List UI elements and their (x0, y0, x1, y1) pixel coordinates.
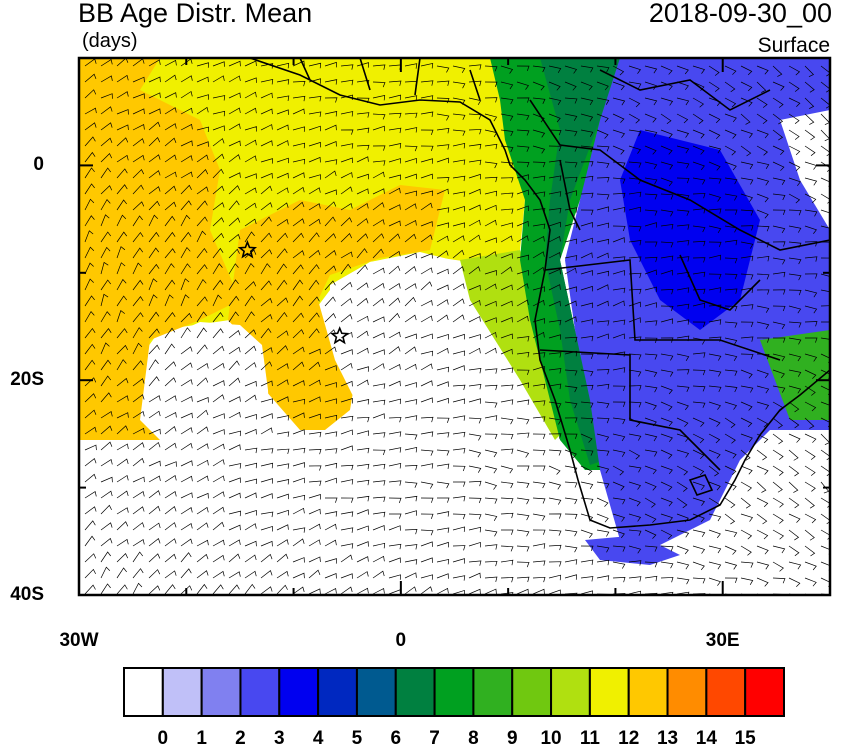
colorbar-swatch-11 (550, 667, 591, 717)
colorbar-label-13: 13 (656, 728, 679, 749)
coastlines (249, 58, 830, 529)
colorbar-swatch-15 (705, 667, 747, 717)
x-tick-label-lon-30w: 30W (59, 630, 99, 651)
field-orange-center (228, 185, 445, 430)
colorbar-label-12: 12 (618, 728, 640, 749)
colorbar-swatch-16 (744, 667, 785, 717)
colorbar-label-0: 0 (157, 728, 169, 749)
y-tick-label-lat-0: 0 (33, 154, 44, 176)
level-label: Surface (757, 34, 830, 57)
field-blue-dark (620, 130, 760, 330)
colorbar-swatch-4 (278, 667, 320, 717)
colorbar-swatch-8 (433, 667, 475, 717)
colorbar-swatch-2 (200, 667, 242, 717)
colorbar-swatch-14 (666, 667, 708, 717)
colorbar-swatch-1 (161, 667, 203, 717)
field-low-east (780, 110, 830, 230)
y-tick-label-lat-40s: 40S (10, 584, 44, 605)
colorbar-label-7: 7 (429, 728, 440, 749)
colorbar-swatch-0 (123, 667, 164, 717)
colorbar-label-1: 1 (196, 728, 207, 749)
colorbar-label-5: 5 (351, 728, 363, 749)
field-orange-west (79, 58, 240, 440)
star-marker-1 (237, 240, 258, 259)
x-tick-label-lon-30e: 30E (705, 630, 740, 651)
colorbar-label-6: 6 (390, 728, 402, 749)
colorbar-label-2: 2 (235, 728, 246, 749)
markers (237, 240, 350, 345)
colorbar-swatch-3 (239, 667, 281, 717)
colorbar-swatch-6 (355, 667, 397, 717)
field-blue-south (585, 535, 680, 565)
datetime-label: 2018-09-30_00 (648, 0, 832, 28)
colorbar-swatch-7 (394, 667, 436, 717)
colorbar-swatch-5 (317, 667, 358, 717)
colorbar-label-3: 3 (273, 728, 285, 749)
axis-ticks (78, 57, 831, 596)
x-tick-label-lon-0: 0 (395, 630, 407, 651)
colorbar-swatch-9 (472, 667, 514, 717)
units-label: (days) (82, 30, 138, 52)
colorbar-label-9: 9 (506, 728, 518, 749)
map-title: BB Age Distr. Mean (78, 0, 313, 28)
map-field (79, 58, 830, 595)
field-green-east (760, 330, 830, 420)
plot-frame (77, 56, 832, 597)
field-darkgreen (540, 58, 620, 465)
colorbar-label-10: 10 (540, 728, 562, 749)
colorbar-label-4: 4 (312, 728, 324, 749)
field-green (490, 58, 640, 470)
colorbar-label-14: 14 (695, 728, 717, 749)
colorbar-label-11: 11 (579, 728, 600, 749)
colorbar-label-8: 8 (468, 728, 479, 749)
y-tick-label-lat-20s: 20S (10, 369, 44, 391)
star-marker-2 (330, 326, 350, 345)
colorbar-swatch-12 (588, 667, 630, 717)
colorbar-swatch-10 (511, 667, 553, 717)
colorbar-swatch-13 (627, 667, 669, 717)
colorbar-label-15: 15 (734, 728, 756, 749)
field-lightgreen (460, 250, 575, 440)
